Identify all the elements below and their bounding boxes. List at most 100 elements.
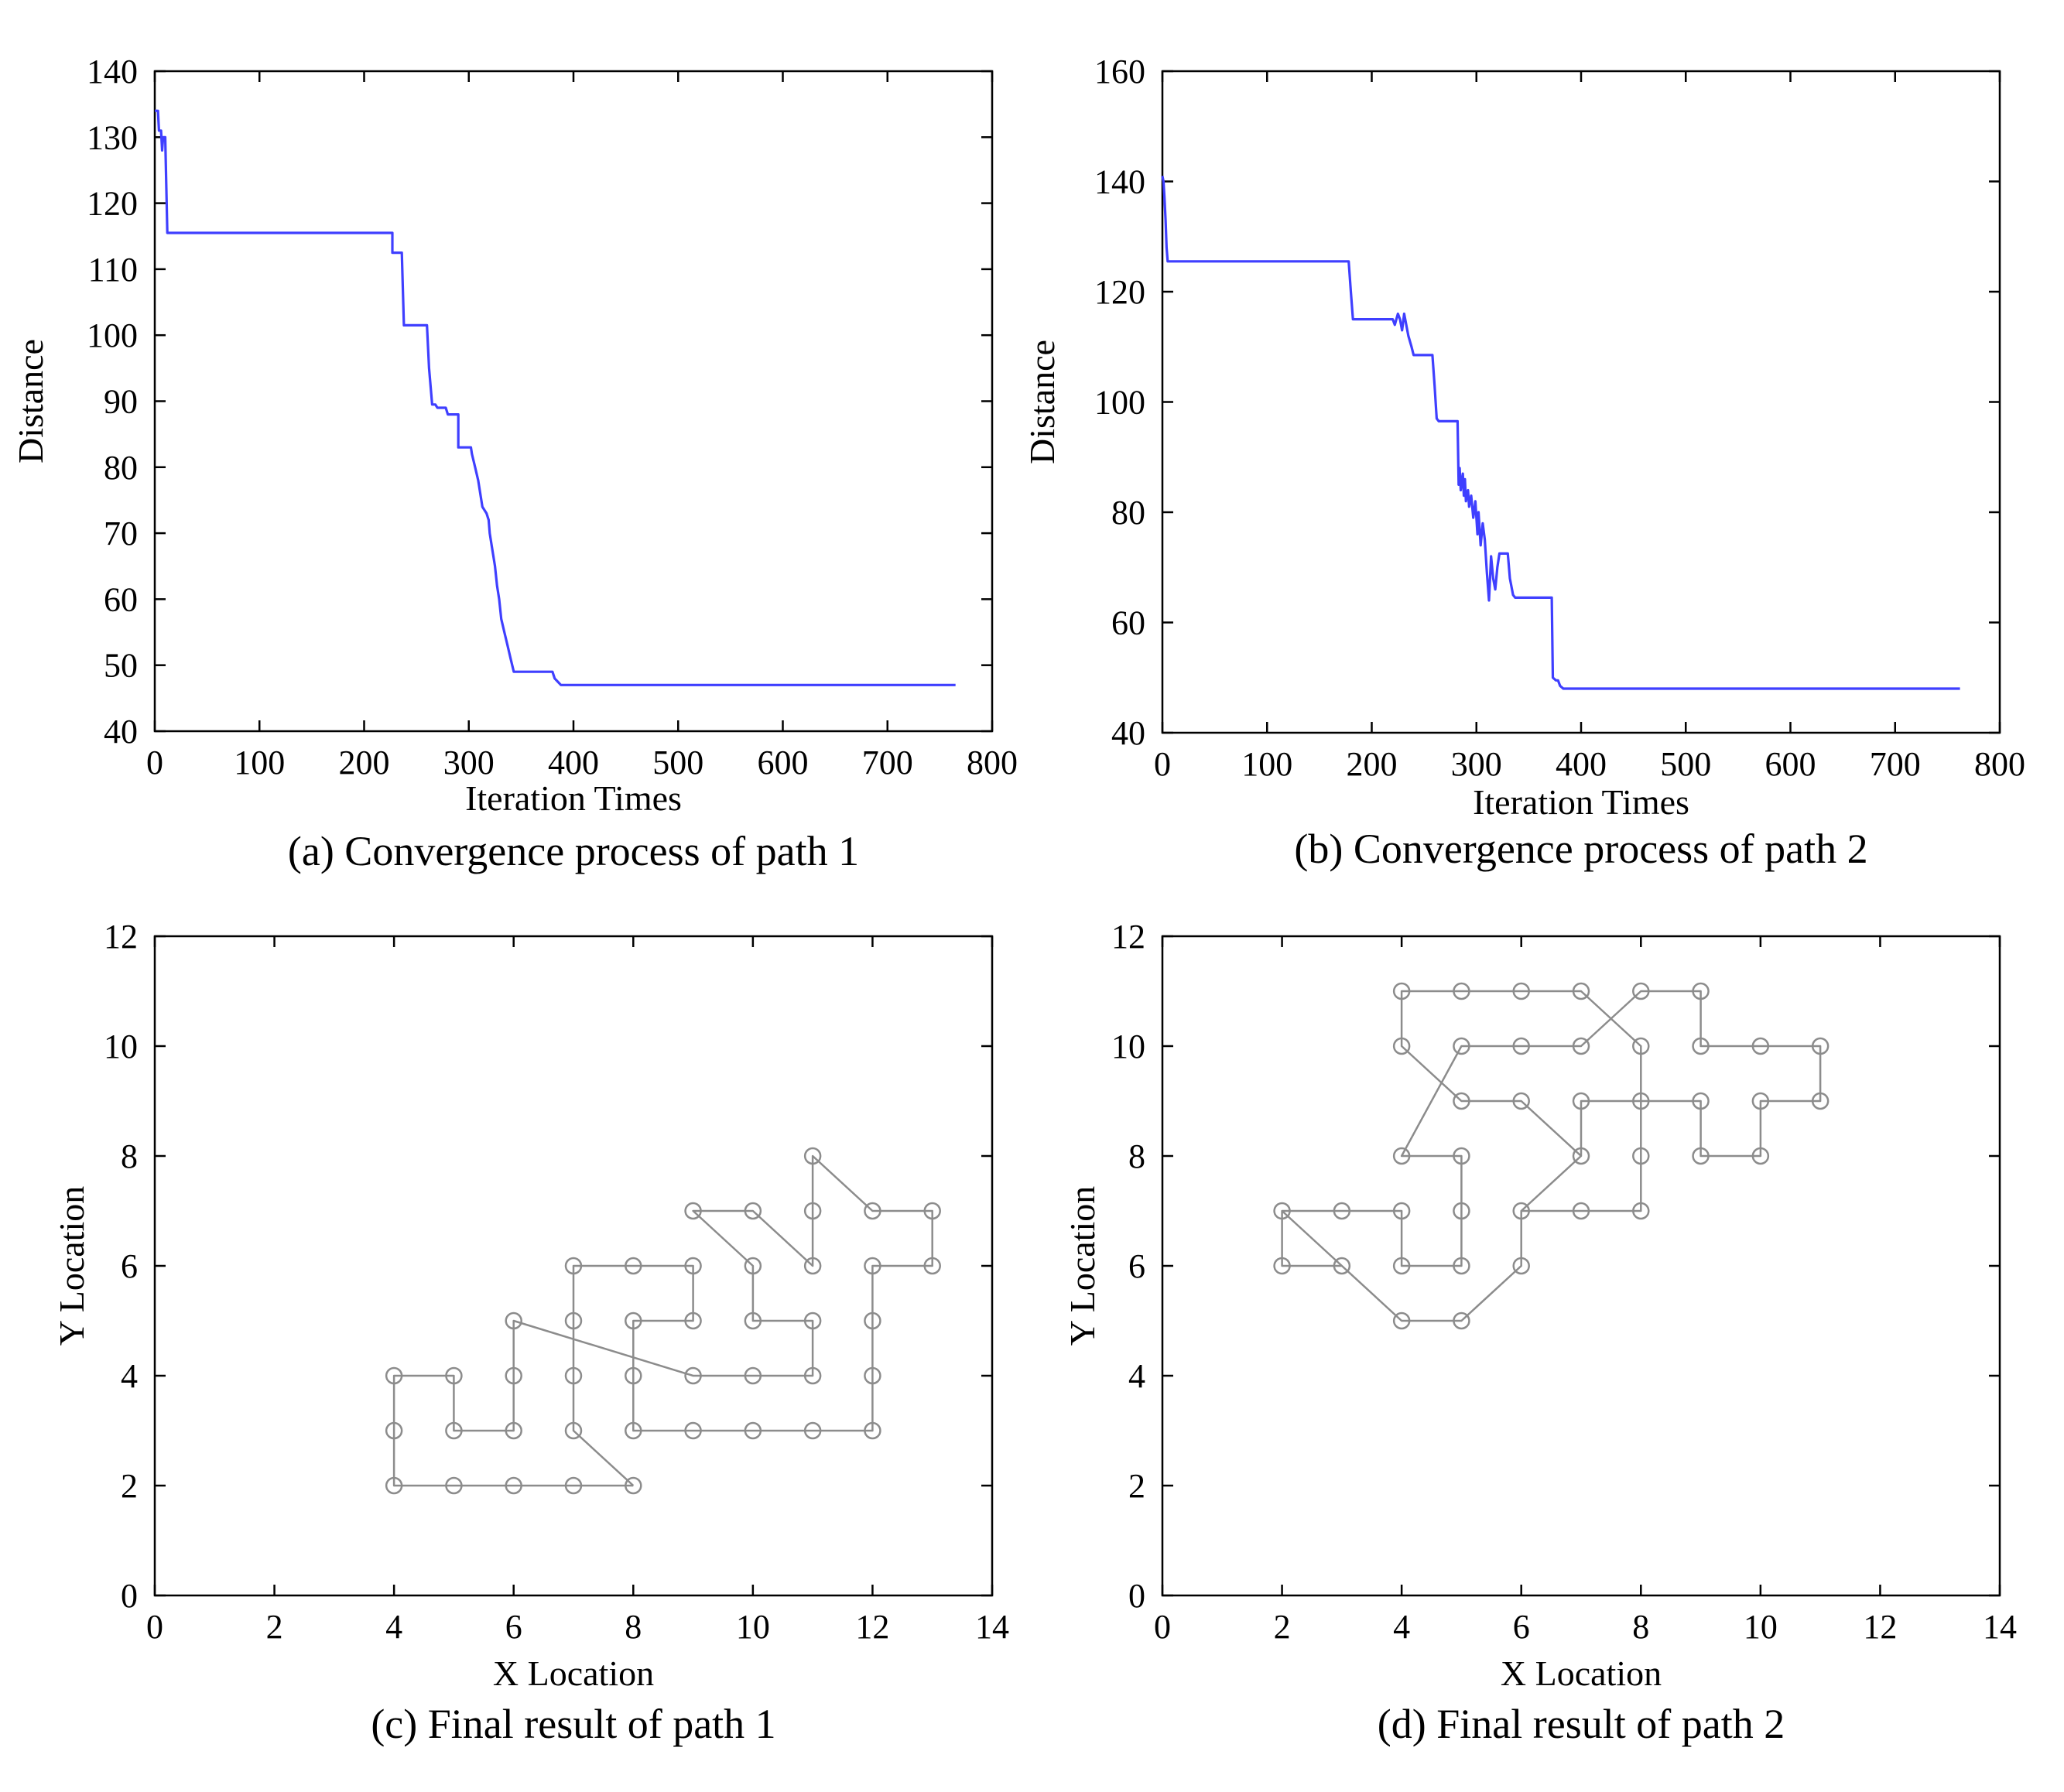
route-node xyxy=(1572,1037,1590,1055)
route-node xyxy=(1692,982,1710,1000)
route-node xyxy=(1811,1092,1830,1110)
y-tick-label: 8 xyxy=(121,1137,138,1175)
route-node xyxy=(864,1366,881,1385)
chart-panel-a: 0 100 200 300 400 500 600 700 800 40 50 60 70 80 90 100… xyxy=(0,0,1032,896)
y-axis-label: Distance xyxy=(1022,340,1062,464)
route-node xyxy=(564,1257,583,1275)
y-tick-label: 120 xyxy=(87,185,138,223)
route-node xyxy=(1453,1257,1470,1275)
y-tick-label: 12 xyxy=(1111,918,1145,956)
y-tick-label: 80 xyxy=(104,449,138,487)
route-node xyxy=(505,1421,522,1440)
y-tick-label: 2 xyxy=(121,1467,138,1505)
route-node xyxy=(803,1147,822,1165)
x-tick-label: 500 xyxy=(652,744,703,781)
figure-caption: (d) Final result of path 2 xyxy=(1378,1701,1785,1747)
route-node xyxy=(385,1476,403,1495)
y-tick-label: 10 xyxy=(1111,1028,1145,1065)
x-tick-label: 10 xyxy=(736,1608,770,1646)
x-tick-label: 12 xyxy=(855,1608,889,1646)
plot-frame xyxy=(1161,70,2001,734)
x-tick-label: 400 xyxy=(548,744,599,781)
y-tick-label: 4 xyxy=(1128,1357,1145,1395)
route-node xyxy=(864,1202,881,1220)
x-tick-label: 0 xyxy=(146,744,163,781)
route-node xyxy=(923,1202,941,1220)
route-node xyxy=(564,1312,583,1330)
x-axis-label: Iteration Times xyxy=(465,778,682,818)
route-node xyxy=(864,1312,881,1330)
route-node xyxy=(1273,1257,1291,1275)
chart-panel-d: 0 2 4 6 8 10 12 14 0 2 4 6 8 10 12 X Location Y Location… xyxy=(1032,896,2064,1792)
x-tick-label: 700 xyxy=(862,744,913,781)
x-tick-label: 800 xyxy=(967,744,1018,781)
route-node xyxy=(1453,1202,1470,1220)
convergence-chart-path-1: 0 100 200 300 400 500 600 700 800 40 50 60 70 80 90 100… xyxy=(11,53,1018,874)
route-node xyxy=(1632,982,1650,1000)
x-tick-label: 200 xyxy=(1347,745,1398,783)
y-axis-label: Distance xyxy=(11,339,50,463)
x-tick-label: 8 xyxy=(625,1608,642,1646)
y-tick-label: 10 xyxy=(104,1028,138,1065)
y-tick-label: 0 xyxy=(1128,1577,1145,1615)
route-node xyxy=(1392,1037,1411,1055)
route-node xyxy=(505,1366,522,1385)
route-line xyxy=(392,1154,933,1487)
route-node xyxy=(1392,982,1411,1000)
route-node xyxy=(684,1202,702,1220)
route-node xyxy=(1632,1147,1650,1165)
y-tick-label: 40 xyxy=(104,713,138,751)
x-tick-label: 600 xyxy=(1765,745,1816,783)
x-tick-label: 14 xyxy=(975,1608,1009,1646)
route-node xyxy=(625,1366,642,1385)
y-tick-label: 120 xyxy=(1094,273,1145,311)
y-tick-label: 100 xyxy=(1094,384,1145,422)
route-node xyxy=(684,1366,702,1385)
route-node xyxy=(1512,982,1530,1000)
route-node xyxy=(445,1476,463,1495)
y-tick-label: 90 xyxy=(104,383,138,421)
y-tick-label: 60 xyxy=(104,580,138,618)
route-node xyxy=(1751,1092,1770,1110)
route-node xyxy=(803,1202,822,1220)
x-tick-label: 6 xyxy=(1513,1608,1530,1646)
x-tick-label: 0 xyxy=(146,1608,163,1646)
y-tick-label: 110 xyxy=(88,251,138,289)
chart-panel-b: 0 100 200 300 400 500 600 700 800 40 60 80 100 120 140… xyxy=(1022,0,2064,896)
chart-panel-c: 0 2 4 6 8 10 12 14 0 2 4 6 8 10 12 X Location Y Location… xyxy=(0,896,1032,1792)
route-node xyxy=(684,1257,702,1275)
route-node xyxy=(744,1257,762,1275)
final-result-chart-path-2: 0 2 4 6 8 10 12 14 0 2 4 6 8 10 12 X Location Y Location… xyxy=(1063,918,2017,1747)
y-tick-label: 8 xyxy=(1128,1137,1145,1175)
route-node xyxy=(445,1366,463,1385)
route-node xyxy=(1811,1037,1830,1055)
route-node xyxy=(1572,1202,1590,1220)
y-tick-label: 60 xyxy=(1111,604,1145,642)
y-tick-label: 140 xyxy=(87,53,138,91)
x-tick-label: 4 xyxy=(1393,1608,1410,1646)
x-tick-label: 0 xyxy=(1154,1608,1171,1646)
route-node xyxy=(1751,1037,1770,1055)
route-node xyxy=(1273,1202,1291,1220)
x-tick-label: 300 xyxy=(443,744,495,781)
x-tick-label: 12 xyxy=(1863,1608,1897,1646)
route-node xyxy=(1453,1147,1470,1165)
route-node xyxy=(1512,1037,1530,1055)
x-tick-label: 100 xyxy=(234,744,285,781)
route-node xyxy=(744,1202,762,1220)
route-node xyxy=(1632,1037,1650,1055)
x-axis-label: X Location xyxy=(1501,1653,1662,1693)
x-axis-label: Iteration Times xyxy=(1473,782,1689,822)
route-node xyxy=(1572,1147,1590,1165)
y-tick-label: 140 xyxy=(1094,163,1145,201)
x-tick-label: 800 xyxy=(1974,745,2025,783)
x-axis-label: X Location xyxy=(493,1653,654,1693)
route-node xyxy=(1751,1147,1770,1165)
figure-caption: (c) Final result of path 1 xyxy=(371,1701,775,1747)
route-node xyxy=(1392,1147,1411,1165)
route-node xyxy=(445,1421,463,1440)
x-tick-label: 700 xyxy=(1870,745,1921,783)
route-node xyxy=(1632,1202,1650,1220)
route-node xyxy=(564,1476,583,1495)
y-tick-label: 2 xyxy=(1128,1467,1145,1505)
